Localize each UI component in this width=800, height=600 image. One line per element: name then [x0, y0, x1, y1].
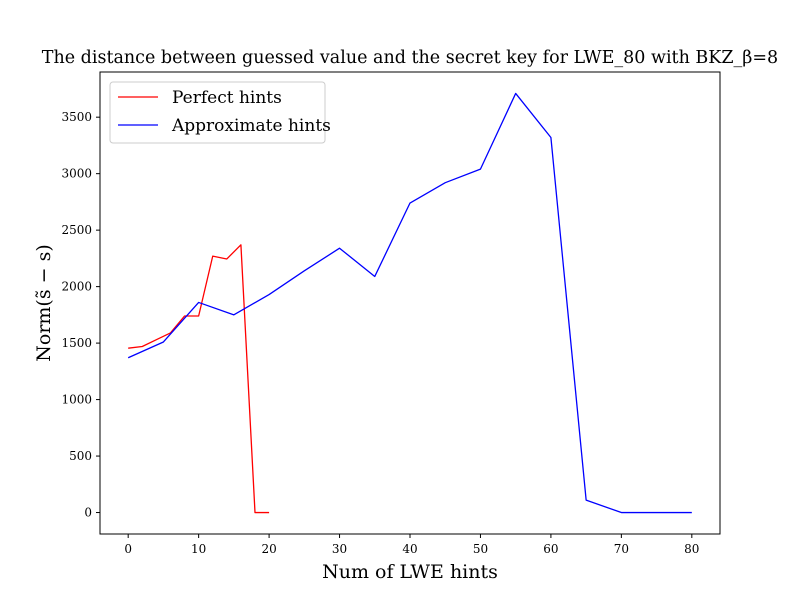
legend: Perfect hints Approximate hints	[109, 81, 331, 144]
y-axis-title: Norm(s̃ − s)	[33, 244, 55, 362]
x-axis-title: Num of LWE hints	[322, 561, 498, 583]
x-tick-label: 30	[332, 542, 347, 556]
x-tick-label: 70	[614, 542, 629, 556]
series-line-perfect-hints	[128, 244, 270, 514]
x-tick-label: 40	[402, 542, 417, 556]
x-tick-label: 60	[543, 542, 558, 556]
y-tick-label: 500	[69, 449, 92, 463]
y-tick-label: 0	[84, 506, 92, 520]
legend-label-approximate-hints: Approximate hints	[171, 116, 331, 136]
x-tick-label: 80	[684, 542, 699, 556]
y-axis: 0 500 1000 1500 2000 2500 3000 3500	[61, 110, 100, 520]
y-tick-label: 2000	[61, 280, 92, 294]
chart-title: The distance between guessed value and t…	[42, 48, 778, 68]
y-tick-label: 3500	[61, 110, 92, 124]
x-tick-label: 0	[124, 542, 132, 556]
legend-label-perfect-hints: Perfect hints	[172, 88, 282, 108]
y-tick-label: 2500	[61, 223, 92, 237]
x-tick-label: 50	[473, 542, 488, 556]
y-tick-label: 1000	[61, 393, 92, 407]
y-tick-label: 1500	[61, 336, 92, 350]
series-layer	[127, 92, 692, 514]
x-tick-label: 10	[191, 542, 206, 556]
series-line-approximate-hints	[127, 92, 692, 514]
y-tick-label: 3000	[61, 167, 92, 181]
x-axis: 0 10 20 30 40 50 60 70 80	[124, 534, 699, 556]
legend-box	[109, 81, 326, 144]
x-tick-label: 20	[261, 542, 276, 556]
